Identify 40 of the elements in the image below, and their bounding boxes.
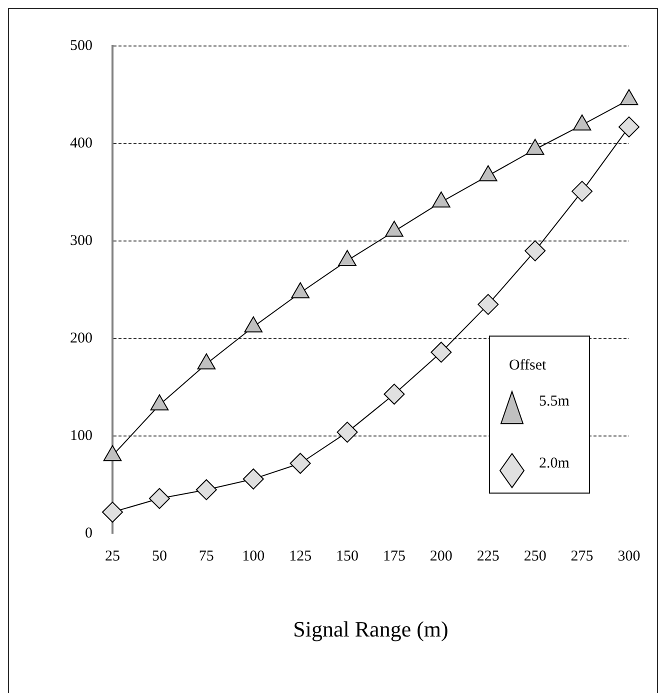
point (242, 468, 264, 490)
point (432, 192, 450, 208)
y-tick-label: 0 (85, 526, 92, 542)
point (478, 294, 499, 315)
point (338, 250, 356, 266)
x-tick-label: 75 (198, 548, 214, 565)
x-tick-label: 300 (618, 548, 640, 565)
x-tick-label: 125 (289, 548, 312, 565)
point (102, 502, 123, 523)
legend-label: 5.5m (539, 394, 570, 410)
point (478, 165, 498, 182)
y-tick-label: 400 (70, 135, 92, 152)
point (385, 220, 404, 237)
legend-title: Offset (509, 358, 548, 374)
point (384, 384, 405, 405)
point (430, 342, 452, 363)
x-tick-label: 175 (382, 548, 406, 565)
x-tick-label: 100 (242, 548, 265, 565)
point (526, 138, 544, 155)
x-tick-label: 275 (570, 548, 594, 565)
x-tick-label: 50 (152, 548, 167, 565)
point (572, 114, 592, 130)
y-tick-label: 300 (70, 232, 92, 249)
point (148, 488, 170, 509)
y-tick-label: 100 (70, 428, 92, 444)
y-tick-label: 500 (70, 38, 92, 54)
x-tick-label: 225 (476, 548, 500, 565)
point (290, 452, 311, 474)
y-tick-label: 200 (70, 330, 92, 346)
x-axis-title: Signal Range (m) (293, 616, 448, 642)
x-tick-label: 250 (524, 548, 546, 565)
point (291, 282, 310, 298)
point (620, 89, 638, 106)
legend-label: 2.0m (539, 456, 570, 472)
x-tick-label: 25 (105, 548, 120, 565)
point (244, 316, 263, 332)
point (196, 479, 217, 500)
x-tick-label: 150 (336, 548, 359, 565)
point (336, 422, 358, 443)
x-tick-label: 200 (430, 548, 452, 565)
